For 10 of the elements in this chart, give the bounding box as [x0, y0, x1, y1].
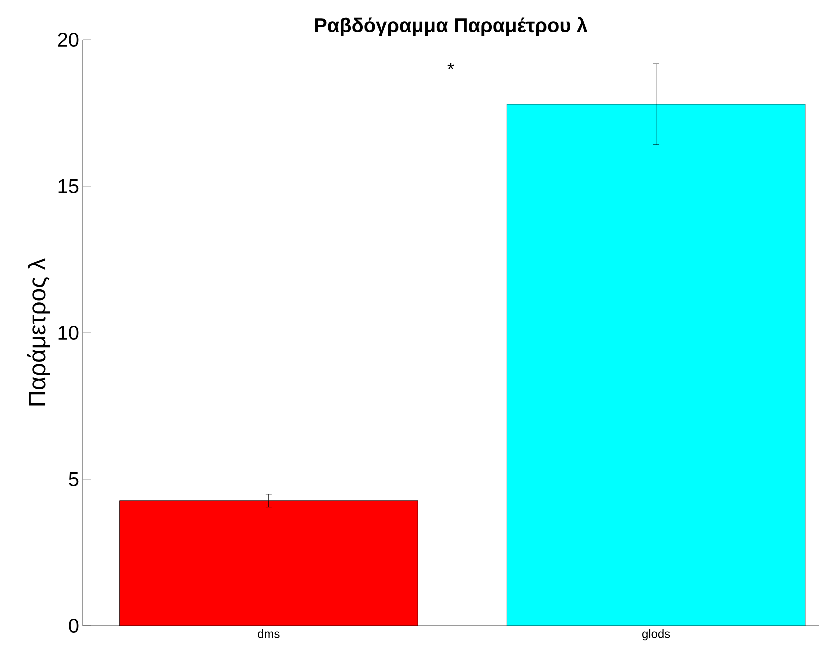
- x-tick-label: glods: [642, 630, 670, 641]
- y-axis-title: Παράμετρος λ: [28, 258, 50, 406]
- y-tick-label: 0: [69, 618, 79, 634]
- chart-title: Ραβδόγραμμα Παραμέτρου λ: [315, 17, 588, 37]
- x-tick-label: dms: [258, 630, 280, 638]
- annotation: *: [448, 63, 454, 70]
- y-tick-label: 10: [58, 326, 79, 340]
- y-tick-label: 15: [58, 180, 79, 194]
- y-tick-label: 20: [58, 32, 79, 48]
- y-tick-label: 5: [69, 472, 79, 486]
